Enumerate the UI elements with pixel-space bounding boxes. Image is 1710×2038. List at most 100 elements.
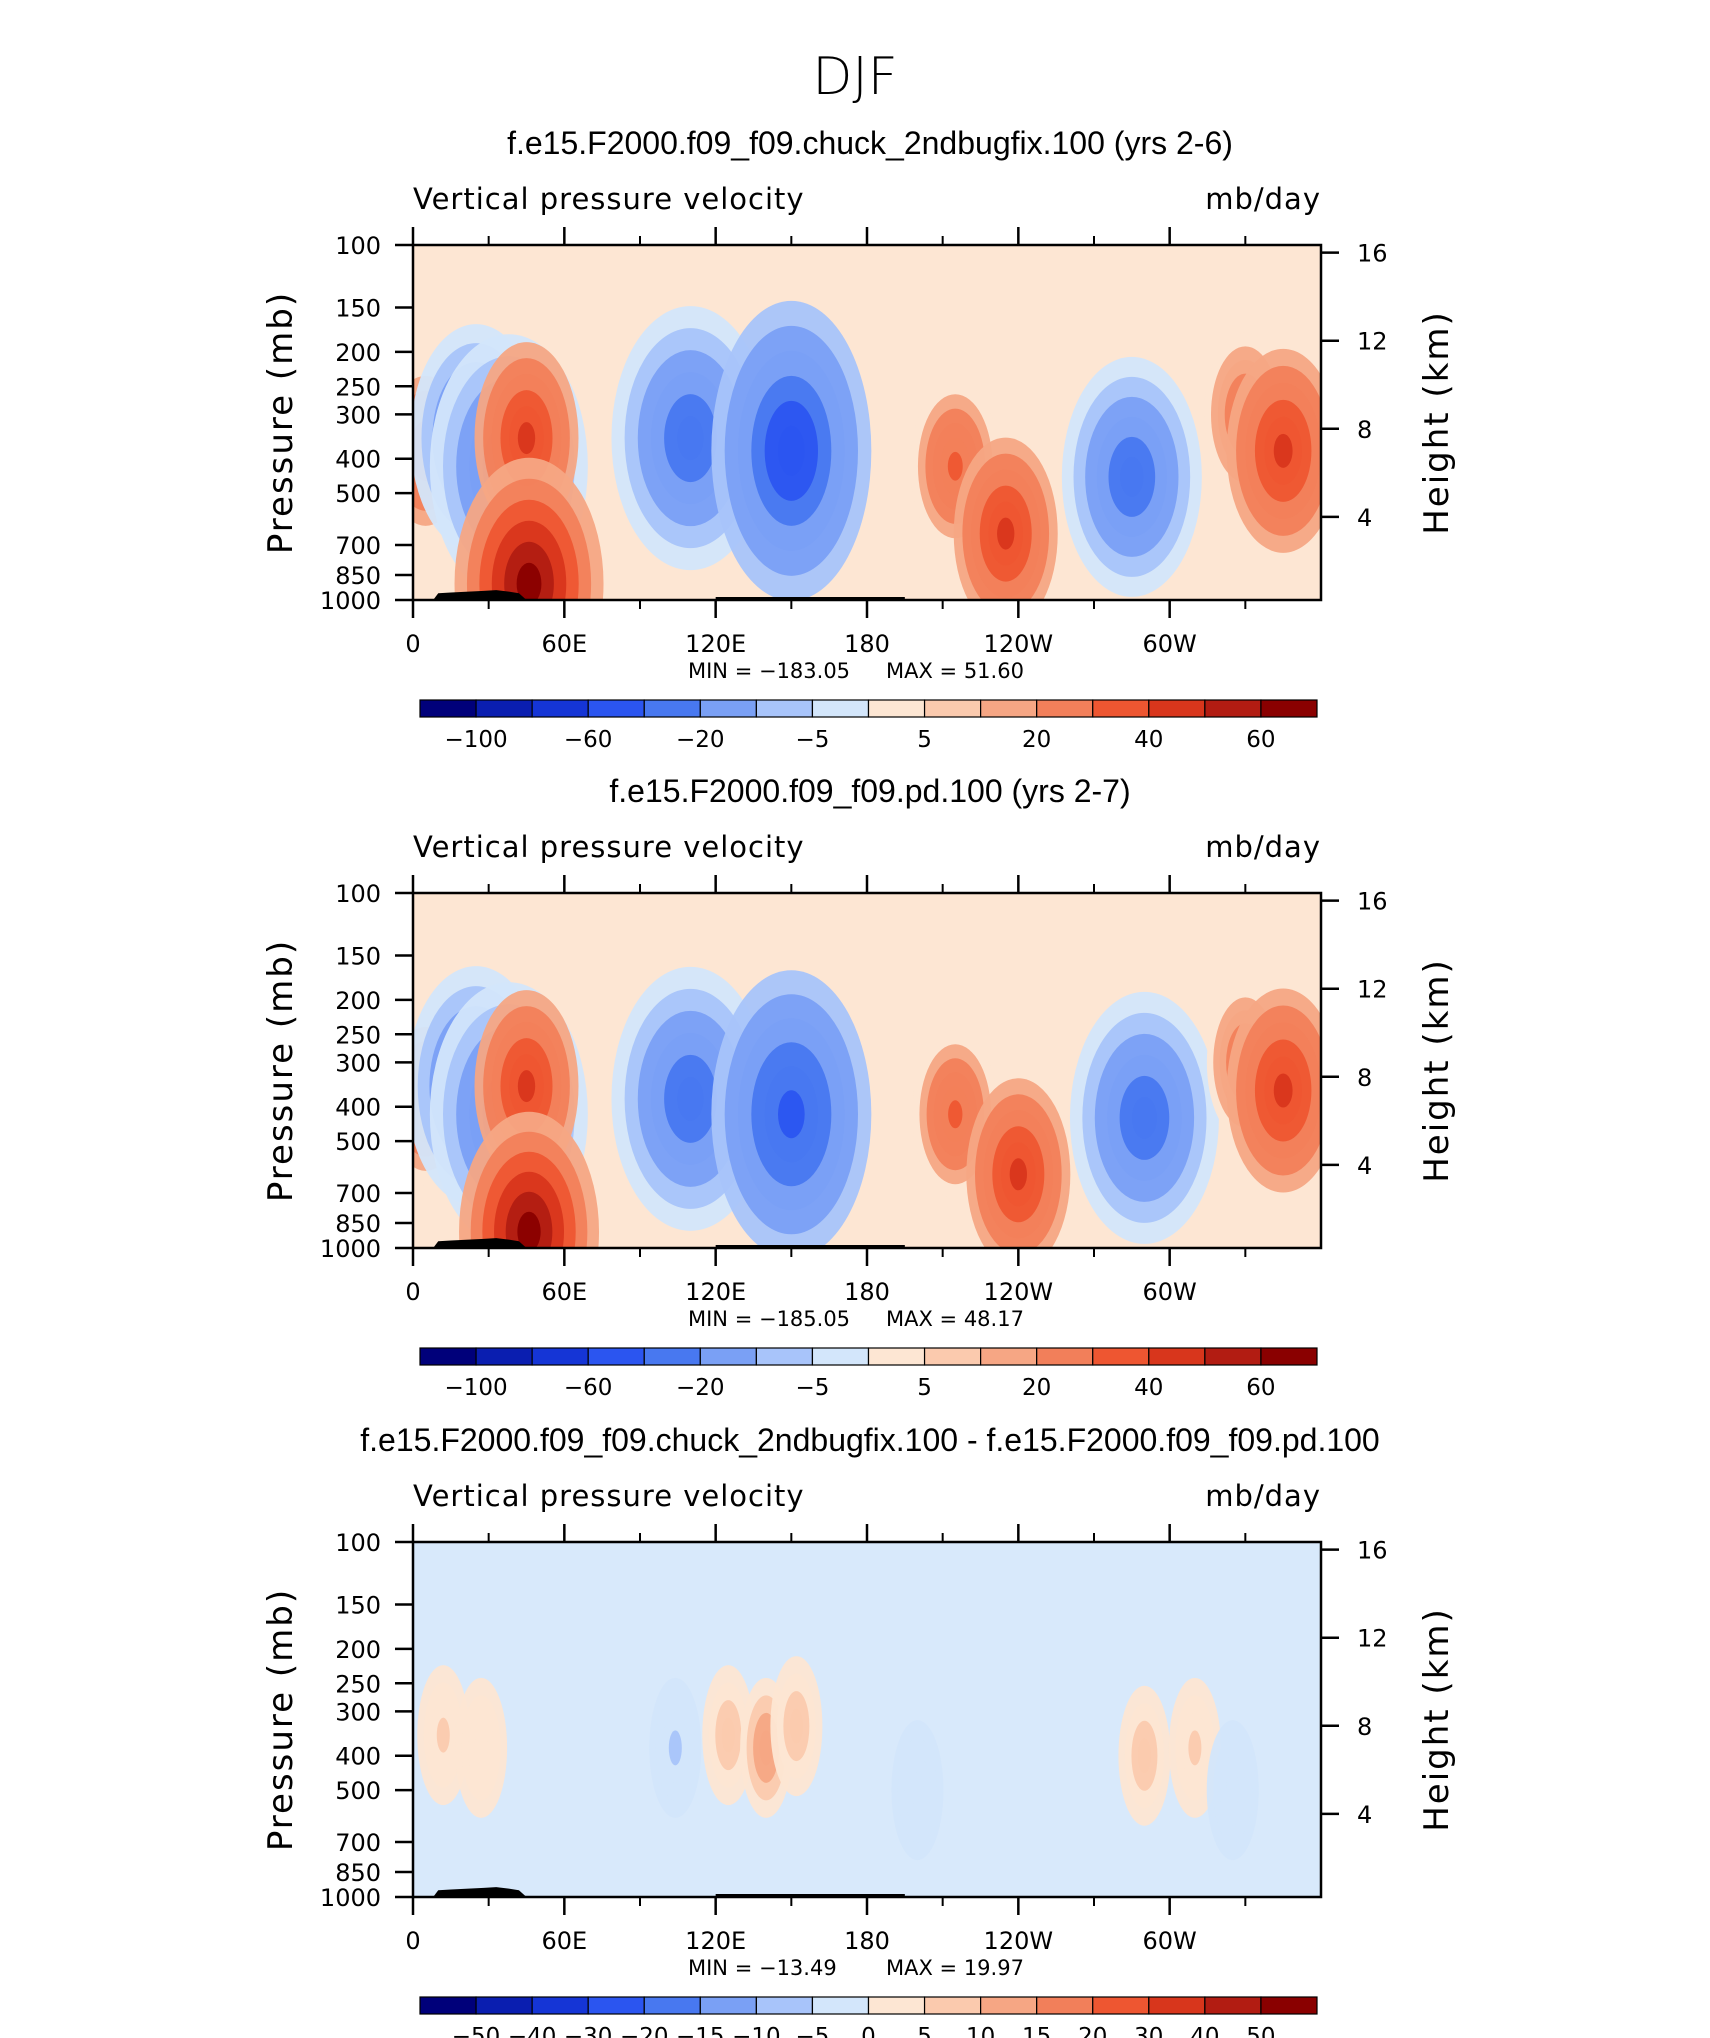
contour-feature	[668, 1730, 682, 1766]
contour-field	[413, 893, 1321, 1248]
contour-feature	[1273, 1073, 1293, 1108]
colorbar-label: 60	[1246, 727, 1275, 753]
colorbar-label: −100	[444, 1375, 507, 1401]
colorbar-label: −20	[620, 2024, 669, 2038]
x-tick-label: 60E	[541, 630, 587, 658]
colorbar-box	[475, 1996, 533, 2015]
colorbar-label: −20	[676, 727, 725, 753]
colorbar-box	[811, 1996, 870, 2015]
colorbar-label: −100	[444, 727, 507, 753]
contour-feature	[910, 1772, 924, 1808]
y-tick-label: 500	[335, 1777, 381, 1805]
colorbar-box	[643, 699, 701, 718]
colorbar-label: 10	[966, 2024, 995, 2038]
contour-feature	[789, 1708, 803, 1744]
height-tick-label: 8	[1357, 1713, 1372, 1741]
colorbar-box	[923, 1347, 982, 1366]
y-axis-title: Pressure (mb)	[261, 939, 301, 1202]
x-tick-label: 120W	[984, 1278, 1054, 1306]
colorbar-box	[587, 1347, 645, 1366]
y-tick-label: 250	[335, 1021, 381, 1049]
colorbar-box	[980, 1347, 1038, 1366]
variable-label: Vertical pressure velocity	[413, 182, 805, 216]
colorbar-box	[867, 699, 926, 718]
colorbar-box	[643, 1996, 701, 2015]
y-tick-label: 250	[335, 1670, 381, 1698]
contour-feature	[778, 425, 805, 476]
colorbar-box	[1204, 1347, 1262, 1366]
y-right-axis-title: Height (km)	[1417, 1607, 1457, 1832]
colorbar-box	[755, 699, 814, 718]
colorbar-box	[419, 1996, 477, 2015]
y-axis-title: Pressure (mb)	[261, 1588, 301, 1851]
y-tick-label: 400	[335, 1094, 381, 1122]
contour-feature	[677, 416, 704, 461]
colorbar-label: −40	[508, 2024, 557, 2038]
contour-feature	[517, 1070, 536, 1103]
colorbar-box	[699, 1347, 757, 1366]
topography	[715, 1894, 905, 1897]
contour-feature	[721, 1717, 735, 1753]
colorbar-label: −30	[564, 2024, 613, 2038]
contour-feature	[516, 562, 542, 600]
units-label: mb/day	[1205, 830, 1321, 864]
contour-field	[413, 1542, 1321, 1897]
chart-panel-3: f.e15.F2000.f09_f09.chuck_2ndbugfix.100 …	[261, 1422, 1457, 2038]
colorbar-box	[867, 1347, 926, 1366]
y-tick-label: 700	[335, 1180, 381, 1208]
colorbar-label: −20	[676, 1375, 725, 1401]
colorbar-box	[419, 1347, 477, 1366]
y-tick-label: 250	[335, 373, 381, 401]
y-tick-label: 200	[335, 987, 381, 1015]
variable-label: Vertical pressure velocity	[413, 830, 805, 864]
colorbar-box	[643, 1347, 701, 1366]
contour-feature	[1120, 456, 1144, 497]
colorbar-box	[475, 1347, 533, 1366]
colorbar-box	[587, 1996, 645, 2015]
y-tick-label: 850	[335, 562, 381, 590]
colorbar-label: −60	[564, 1375, 613, 1401]
panel-title: f.e15.F2000.f09_f09.chuck_2ndbugfix.100 …	[507, 125, 1233, 161]
colorbar-label: −5	[795, 2024, 829, 2038]
colorbar-box	[1148, 1996, 1206, 2015]
y-tick-label: 300	[335, 401, 381, 429]
x-tick-label: 0	[405, 1278, 420, 1306]
contour-feature	[778, 1090, 805, 1139]
topography	[715, 1245, 905, 1248]
colorbar-box	[811, 1347, 870, 1366]
colorbar-label: −50	[452, 2024, 501, 2038]
y-tick-label: 1000	[320, 1884, 381, 1912]
colorbar-label: 40	[1190, 2024, 1219, 2038]
colorbar-label: 5	[917, 1375, 932, 1401]
contour-feature	[436, 1717, 450, 1753]
colorbar-box	[1036, 1996, 1094, 2015]
height-tick-label: 16	[1357, 240, 1388, 268]
x-tick-label: 120E	[685, 630, 746, 658]
contour-feature	[1226, 1772, 1240, 1808]
variable-label: Vertical pressure velocity	[413, 1479, 805, 1513]
x-tick-label: 60W	[1143, 1927, 1197, 1955]
x-tick-label: 120W	[984, 1927, 1054, 1955]
y-axis-title: Pressure (mb)	[261, 291, 301, 554]
height-tick-label: 8	[1357, 1064, 1372, 1092]
min-label: MIN = −183.05	[688, 659, 850, 683]
x-tick-label: 60W	[1143, 1278, 1197, 1306]
y-tick-label: 850	[335, 1859, 381, 1887]
topography	[433, 1238, 527, 1248]
colorbar-box	[1260, 1996, 1318, 2015]
contour-feature	[1137, 1738, 1151, 1774]
max-label: MAX = 19.97	[886, 1956, 1024, 1980]
y-tick-label: 100	[335, 232, 381, 260]
x-tick-label: 0	[405, 1927, 420, 1955]
contour-feature	[1009, 1158, 1027, 1191]
y-tick-label: 700	[335, 1829, 381, 1857]
colorbar-box	[923, 699, 982, 718]
colorbar-label: −5	[795, 727, 829, 753]
colorbar-box	[923, 1996, 982, 2015]
contour-feature	[997, 517, 1015, 550]
colorbar-box	[531, 699, 589, 718]
colorbar-box	[1260, 1347, 1318, 1366]
colorbar: −100 −60 −20 −5 5 20 40 60	[419, 1347, 1318, 1401]
y-tick-label: 500	[335, 1128, 381, 1156]
units-label: mb/day	[1205, 182, 1321, 216]
